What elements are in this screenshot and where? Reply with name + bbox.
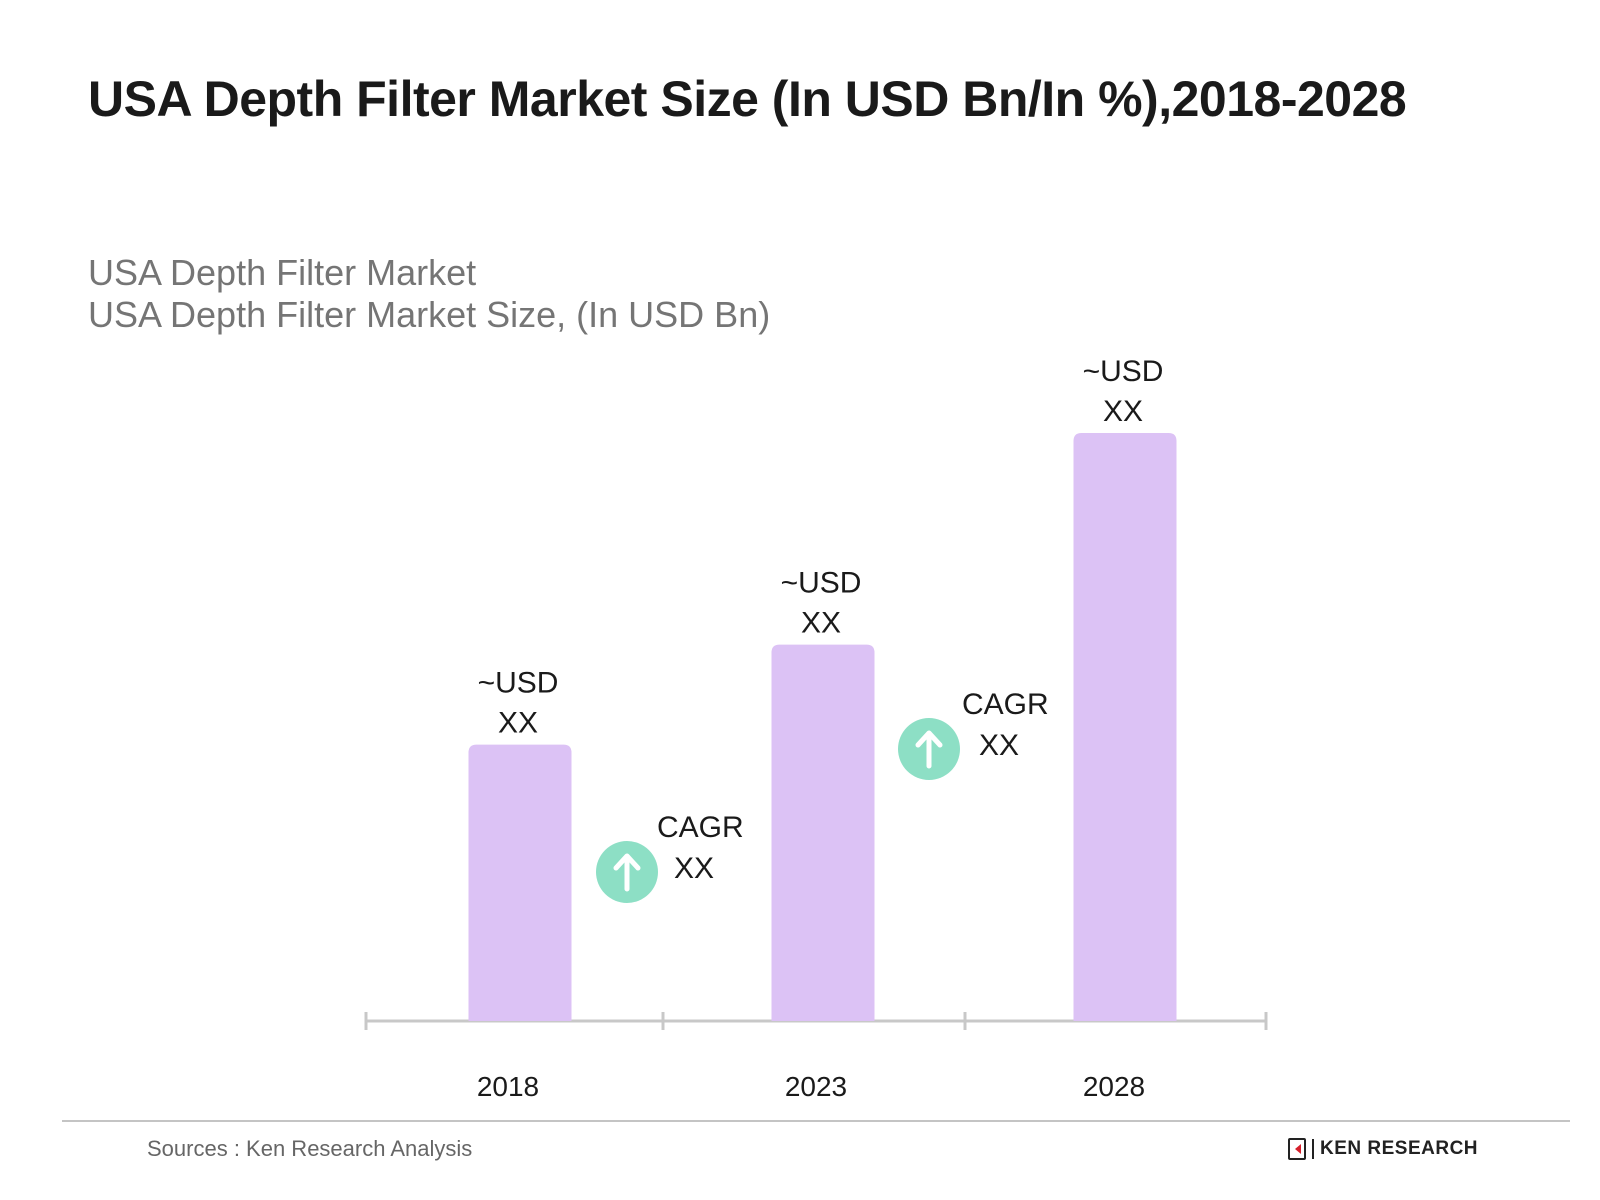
x-tick-label-2023: 2023: [785, 1071, 847, 1102]
x-tick-label-2018: 2018: [477, 1071, 539, 1102]
ken-research-logo: KEN RESEARCH: [1288, 1138, 1478, 1160]
chart-title: USA Depth Filter Market Size (In USD Bn/…: [88, 71, 1407, 127]
arrow-up-icon: [613, 853, 641, 892]
logo-separator: [1312, 1139, 1314, 1159]
logo-text: KEN RESEARCH: [1320, 1138, 1479, 1159]
footer-divider: [62, 1120, 1570, 1122]
data-label-value: XX: [1103, 395, 1143, 428]
cagr-label: CAGR: [962, 688, 1049, 721]
bar-2028: [1073, 433, 1177, 1021]
chart-subtitle-2: USA Depth Filter Market Size, (In USD Bn…: [88, 294, 771, 335]
chart-subtitle-1: USA Depth Filter Market: [88, 252, 477, 293]
data-label-prefix: ~USD: [1083, 355, 1164, 388]
data-label-value: XX: [801, 607, 841, 640]
cagr-value: XX: [674, 852, 714, 885]
arrow-up-icon: [915, 730, 943, 769]
ken-research-logo-icon: [1288, 1138, 1306, 1160]
data-label-prefix: ~USD: [478, 667, 559, 700]
cagr-value: XX: [979, 729, 1019, 762]
bar-2018: [468, 744, 572, 1021]
bar-2023: [771, 644, 875, 1021]
cagr-label: CAGR: [657, 811, 744, 844]
x-tick-label-2028: 2028: [1083, 1071, 1145, 1102]
data-label-prefix: ~USD: [781, 567, 862, 600]
data-label-value: XX: [498, 707, 538, 740]
source-note: Sources : Ken Research Analysis: [147, 1136, 473, 1161]
